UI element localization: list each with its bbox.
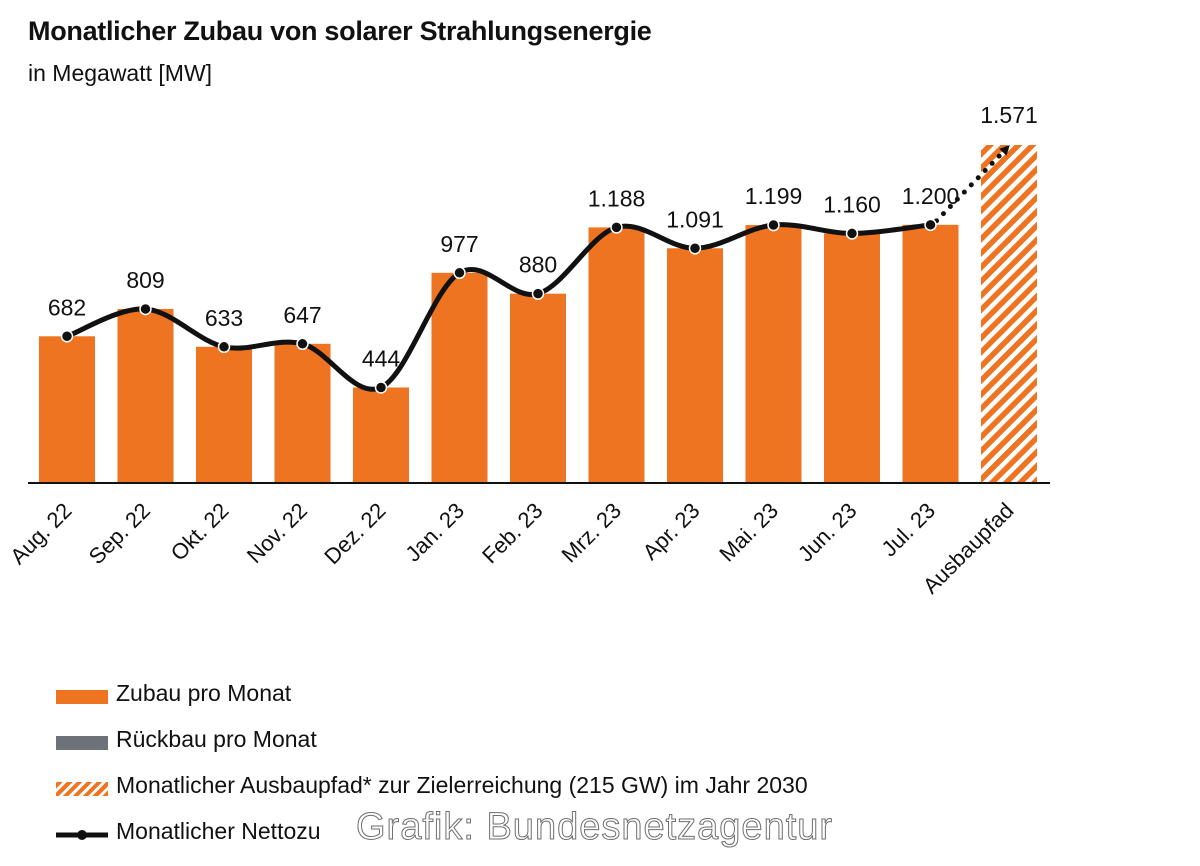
x-tick-label: Okt. 22 bbox=[166, 498, 234, 566]
data-label: 880 bbox=[519, 252, 557, 278]
x-tick-label: Jun. 23 bbox=[793, 498, 862, 567]
data-label: 1.160 bbox=[823, 191, 881, 217]
line-with-dots-swatch-icon bbox=[56, 830, 108, 840]
line-point bbox=[217, 340, 231, 354]
x-tick-label: Dez. 22 bbox=[319, 498, 390, 569]
bar-zubau bbox=[745, 225, 802, 483]
x-tick-label: Jan. 23 bbox=[400, 498, 469, 567]
line-point bbox=[531, 287, 545, 300]
data-label: 444 bbox=[362, 345, 401, 371]
data-label: 682 bbox=[48, 294, 86, 320]
chart-subtitle: in Megawatt [MW] bbox=[28, 60, 213, 86]
bar-zubau bbox=[588, 227, 645, 483]
legend-label: Rückbau pro Monat bbox=[116, 726, 317, 752]
x-tick-label: Sep. 22 bbox=[84, 498, 155, 569]
bar-zubau bbox=[824, 233, 880, 483]
bar-zubau bbox=[39, 336, 95, 483]
bar-zubau bbox=[510, 293, 566, 483]
orange-bar-swatch-icon bbox=[56, 690, 108, 704]
line-point bbox=[688, 242, 702, 255]
line-point bbox=[139, 302, 152, 316]
data-label: 809 bbox=[126, 267, 164, 293]
data-label: 633 bbox=[205, 305, 243, 331]
legend-label: Monatlicher Nettozu bbox=[116, 818, 321, 844]
bar-zubau bbox=[667, 248, 723, 483]
chart-title: Monatlicher Zubau von solarer Strahlungs… bbox=[28, 16, 652, 46]
x-tick-label: Mrz. 23 bbox=[556, 498, 626, 568]
bar-zubau bbox=[431, 272, 488, 483]
data-label: 647 bbox=[283, 302, 321, 328]
data-label: 977 bbox=[440, 231, 478, 257]
data-label: 1.571 bbox=[980, 102, 1038, 128]
line-point bbox=[924, 218, 937, 232]
bar-zubau bbox=[274, 343, 331, 483]
bar-ausbaupfad bbox=[981, 145, 1037, 483]
watermark: Grafik: Bundesnetzagentur bbox=[355, 806, 834, 849]
x-tick-label: Aug. 22 bbox=[5, 498, 76, 569]
bar-zubau bbox=[196, 346, 252, 483]
line-point bbox=[610, 221, 623, 234]
legend-label: Monatlicher Ausbaupfad* zur Zielerreichu… bbox=[116, 772, 808, 798]
x-tick-label: Feb. 23 bbox=[477, 498, 547, 568]
x-tick-label: Nov. 22 bbox=[242, 498, 312, 568]
x-tick-label: Mai. 23 bbox=[714, 498, 783, 567]
data-label: 1.188 bbox=[588, 185, 646, 211]
line-ausbaupfad-extension bbox=[934, 145, 1010, 224]
bar-zubau bbox=[353, 387, 409, 483]
data-label: 1.200 bbox=[902, 183, 960, 209]
gray-bar-swatch-icon bbox=[56, 736, 108, 750]
line-point bbox=[767, 218, 780, 232]
x-tick-label: Jul. 23 bbox=[877, 498, 941, 562]
bar-zubau bbox=[117, 308, 174, 483]
hatched-orange-swatch-icon bbox=[56, 782, 108, 796]
x-tick-label: Apr. 23 bbox=[638, 498, 705, 565]
line-point bbox=[374, 381, 388, 394]
bar-zubau bbox=[902, 224, 959, 483]
legend-label: Zubau pro Monat bbox=[116, 680, 292, 706]
data-label: 1.199 bbox=[745, 183, 803, 209]
data-label: 1.091 bbox=[666, 206, 724, 232]
line-point bbox=[296, 337, 309, 351]
line-point bbox=[453, 266, 466, 280]
line-point bbox=[845, 227, 859, 240]
line-point bbox=[60, 330, 74, 343]
